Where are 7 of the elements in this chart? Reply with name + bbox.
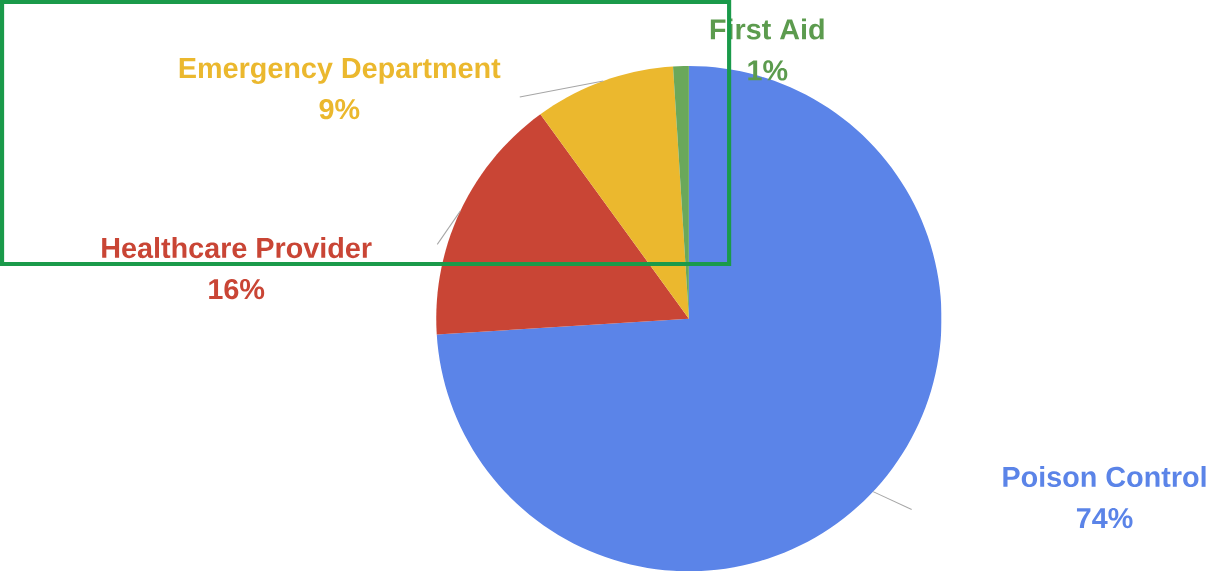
data-label: 74%	[1076, 507, 1133, 528]
data-label: 16%	[209, 278, 265, 300]
data-label: 9%	[319, 98, 360, 120]
slice-label: Emergency Department	[179, 57, 501, 84]
data-label: 1%	[748, 60, 788, 81]
slice-label: Healthcare Provider	[102, 236, 372, 258]
slice-label: Poison Control	[1003, 465, 1206, 487]
